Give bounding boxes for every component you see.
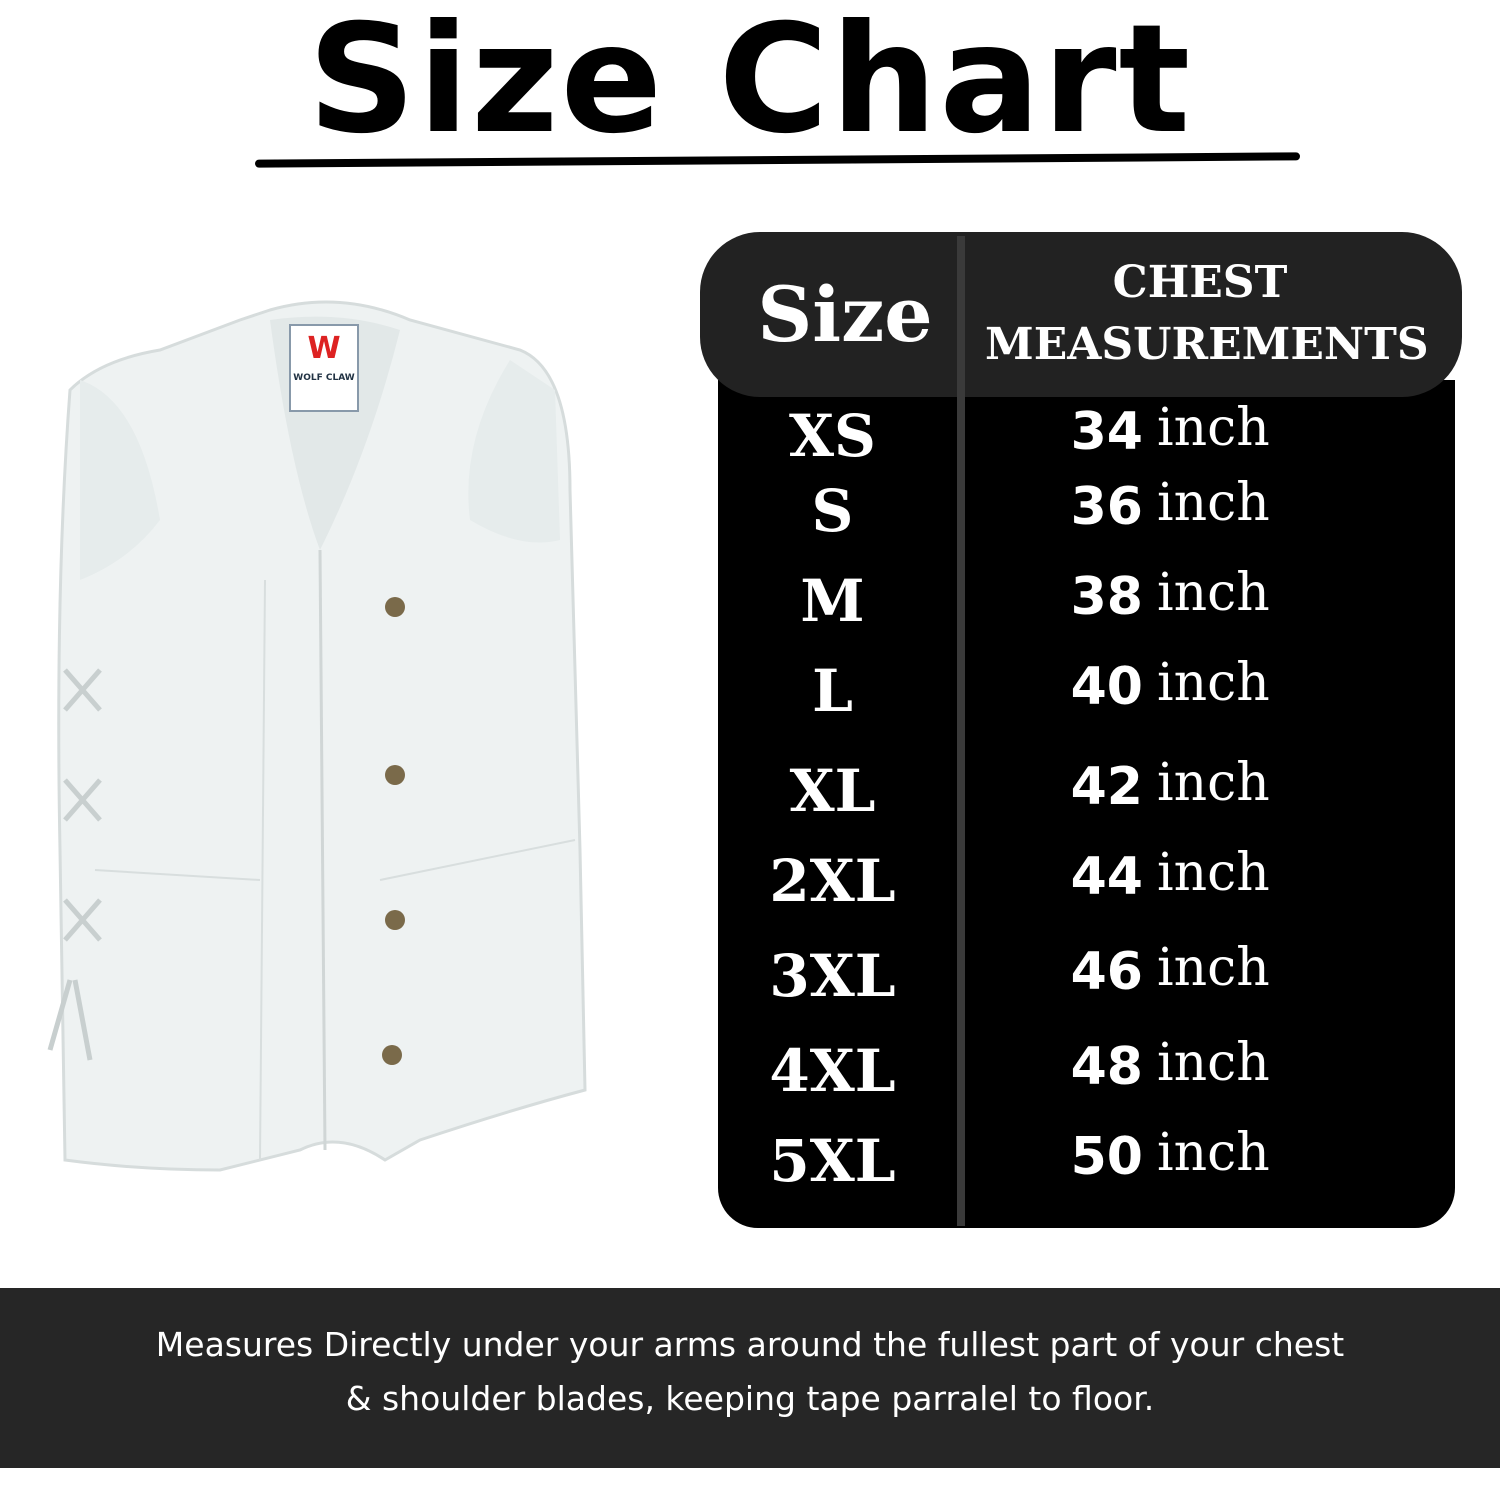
brand-name: WOLF CLAW [293, 373, 354, 383]
unit-label: inch [1157, 473, 1270, 533]
chest-value: 48 [1070, 1037, 1143, 1097]
unit-label: inch [1157, 938, 1270, 998]
size-cell: 2XL [769, 847, 896, 915]
title: Size Chart [307, 0, 1193, 167]
unit-label: inch [1157, 1123, 1270, 1183]
footer-band [0, 1288, 1500, 1468]
size-cell: XS [789, 402, 876, 470]
vest-image: W WOLF CLAW [47, 300, 587, 1172]
size-cell: 5XL [769, 1127, 896, 1195]
unit-label: inch [1157, 563, 1270, 623]
chest-value: 46 [1070, 942, 1143, 1002]
unit-label: inch [1157, 1033, 1270, 1093]
footer-note: Measures Directly under your arms around… [155, 1325, 1345, 1418]
column-header: Size [757, 270, 933, 359]
unit-label: inch [1157, 753, 1270, 813]
size-cell: L [812, 657, 853, 725]
size-cell: M [800, 567, 865, 635]
chest-value: 42 [1070, 757, 1143, 817]
table-body [718, 380, 1455, 1228]
size-cell: S [811, 477, 854, 545]
unit-label: inch [1157, 653, 1270, 713]
unit-label: inch [1157, 843, 1270, 903]
brand-letter: W [307, 331, 340, 366]
chest-value: 38 [1070, 567, 1143, 627]
table-header [700, 232, 1462, 397]
unit-label: inch [1157, 398, 1270, 458]
size-cell: XL [789, 757, 876, 825]
size-cell: 4XL [769, 1037, 896, 1105]
column-divider [957, 236, 965, 1226]
chest-value: 34 [1070, 402, 1143, 462]
chest-value: 40 [1070, 657, 1143, 717]
size-cell: 3XL [769, 942, 896, 1010]
chest-value: 36 [1070, 477, 1143, 537]
column-header: CHEST MEASUREMENTS [985, 257, 1429, 370]
brand-tag [289, 324, 359, 412]
chest-value: 50 [1070, 1127, 1143, 1187]
chest-value: 44 [1070, 847, 1143, 907]
